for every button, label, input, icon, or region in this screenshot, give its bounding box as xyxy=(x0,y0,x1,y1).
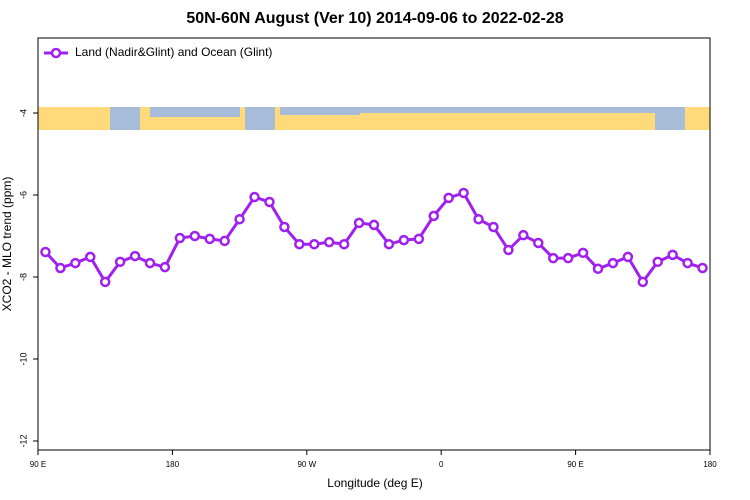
point xyxy=(40,246,51,258)
plot-frame xyxy=(37,37,711,451)
point xyxy=(607,257,619,269)
point xyxy=(219,235,230,247)
legend-label: Land (Nadir&Glint) and Ocean (Glint) xyxy=(75,45,272,59)
y-tick-label: -12 xyxy=(18,434,28,447)
x-tick-label: 180 xyxy=(166,460,180,469)
point xyxy=(682,257,693,269)
point xyxy=(652,256,663,268)
x-tick-label: 90 W xyxy=(297,460,316,469)
point xyxy=(249,191,260,203)
x-tick-label: 180 xyxy=(703,460,717,469)
point xyxy=(547,252,559,264)
point xyxy=(518,229,529,241)
point xyxy=(204,233,215,245)
point xyxy=(279,221,290,233)
point xyxy=(353,217,365,229)
point xyxy=(667,249,678,261)
point xyxy=(174,232,186,244)
point xyxy=(473,213,484,225)
y-tick-label: -10 xyxy=(18,352,28,365)
x-tick-label: 90 E xyxy=(30,460,46,469)
point xyxy=(70,257,81,269)
point xyxy=(637,276,649,288)
point xyxy=(562,252,574,264)
x-axis-label: Longitude (deg E) xyxy=(327,476,422,490)
point xyxy=(99,276,111,288)
point xyxy=(428,210,439,222)
series-line xyxy=(44,191,704,285)
point xyxy=(85,251,96,263)
point xyxy=(697,262,708,274)
point xyxy=(144,257,156,269)
point xyxy=(55,262,66,274)
point xyxy=(294,238,305,250)
y-tick-label: -8 xyxy=(18,273,28,281)
point xyxy=(577,247,589,259)
point xyxy=(129,250,141,262)
point xyxy=(443,192,454,204)
legend-marker xyxy=(50,47,62,59)
point xyxy=(398,234,410,246)
chart-title: 50N-60N August (Ver 10) 2014-09-06 to 20… xyxy=(186,10,563,27)
point xyxy=(488,221,499,233)
point xyxy=(114,256,126,268)
point xyxy=(413,233,425,245)
point xyxy=(338,238,350,250)
point xyxy=(189,230,201,242)
point xyxy=(592,263,604,275)
point xyxy=(323,236,335,248)
point xyxy=(383,238,395,250)
point xyxy=(458,187,469,199)
point xyxy=(309,238,320,250)
point xyxy=(533,237,544,249)
point xyxy=(368,219,380,231)
point xyxy=(234,213,245,225)
x-tick-label: 90 E xyxy=(567,460,583,469)
y-tick-label: -6 xyxy=(18,191,28,199)
point xyxy=(503,244,514,256)
map-band xyxy=(38,107,710,130)
y-axis-label: XCO2 - MLO trend (ppm) xyxy=(0,177,14,312)
point xyxy=(264,196,275,208)
point xyxy=(622,251,634,263)
x-tick-label: 0 xyxy=(439,460,444,469)
point xyxy=(159,261,171,273)
y-tick-label: -4 xyxy=(18,109,28,117)
